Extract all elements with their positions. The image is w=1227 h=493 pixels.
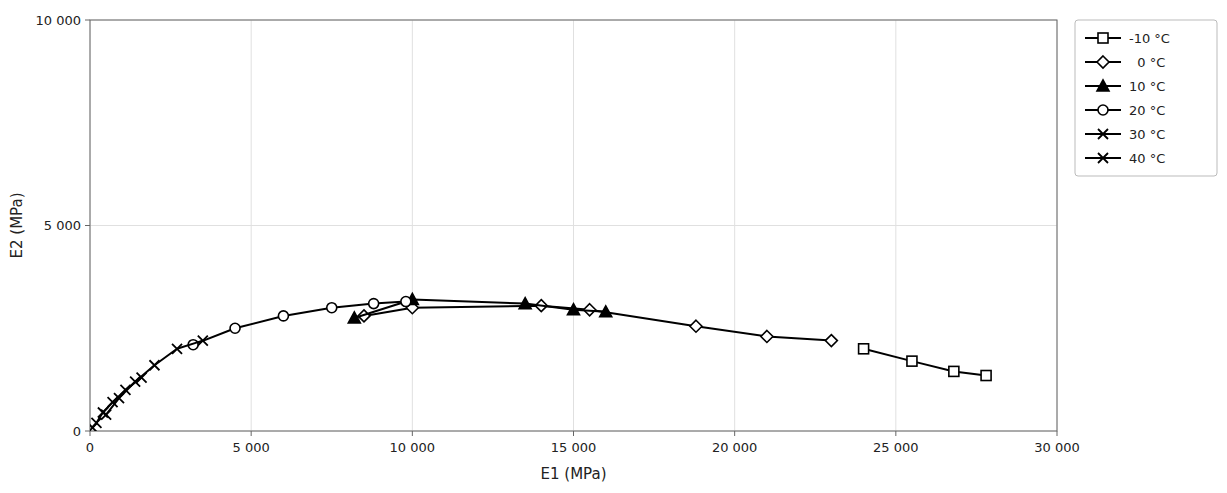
legend-label: 40 °C — [1129, 151, 1165, 166]
x-tick — [412, 431, 413, 436]
y-tick-label: 5 000 — [44, 218, 81, 233]
series-group — [90, 293, 991, 431]
grid — [90, 20, 1057, 431]
data-point — [327, 303, 337, 313]
data-point — [907, 356, 917, 366]
x-tick — [1057, 431, 1058, 436]
series — [859, 344, 991, 381]
legend-label: 30 °C — [1129, 127, 1165, 142]
x-tick — [573, 431, 574, 436]
x-tick-label: 15 000 — [551, 440, 597, 455]
y-grid-line — [90, 225, 1057, 226]
x-tick — [734, 431, 735, 436]
legend-marker — [1098, 129, 1108, 139]
legend-marker — [1097, 80, 1109, 91]
series — [90, 373, 147, 431]
data-point — [120, 385, 130, 395]
data-point — [230, 323, 240, 333]
data-point — [859, 344, 869, 354]
plot-area — [90, 20, 1057, 431]
chart: 0 5 000 10 000 15 000 20 000 25 000 30 000 0 5 0… — [0, 0, 1227, 493]
data-point — [172, 344, 182, 354]
x-tick-label: 5 000 — [233, 440, 270, 455]
data-point — [761, 330, 773, 342]
series — [348, 293, 611, 322]
legend-marker — [1097, 56, 1109, 68]
series-line — [864, 349, 986, 376]
y-tick-label: 10 000 — [36, 13, 82, 28]
data-point — [690, 320, 702, 332]
data-point — [149, 360, 159, 370]
data-point — [949, 366, 959, 376]
legend-box — [1075, 20, 1217, 176]
series — [358, 300, 837, 347]
data-point — [278, 311, 288, 321]
data-point — [568, 304, 580, 315]
data-point — [369, 299, 379, 309]
data-point — [108, 397, 118, 407]
data-point — [198, 336, 208, 346]
data-point — [348, 312, 360, 323]
data-point — [137, 373, 147, 383]
legend-marker — [1098, 105, 1108, 115]
data-point — [91, 418, 101, 428]
y-tick — [85, 431, 90, 432]
data-point — [600, 306, 612, 317]
y-tick — [85, 20, 90, 21]
x-tick — [90, 431, 91, 436]
axes: 0 5 000 10 000 15 000 20 000 25 000 30 000 0 5 0… — [36, 13, 1080, 456]
legend-marker — [1098, 153, 1108, 163]
data-point — [981, 371, 991, 381]
legend-label: -10 °C — [1129, 31, 1170, 46]
data-point — [98, 408, 108, 418]
series — [188, 297, 411, 350]
legend: -10 °C 0 °C 10 °C 20 °C 30 °C 40 °C — [1075, 20, 1217, 176]
series-line — [106, 341, 203, 415]
x-tick-label: 30 000 — [1034, 440, 1080, 455]
y-axis-label: E2 (MPa) — [8, 193, 26, 259]
series — [101, 336, 208, 420]
data-point — [519, 298, 531, 309]
x-tick-label: 10 000 — [390, 440, 436, 455]
legend-label: 20 °C — [1129, 103, 1165, 118]
x-tick-label: 0 — [86, 440, 94, 455]
x-tick-label: 25 000 — [873, 440, 919, 455]
data-point — [401, 297, 411, 307]
plot-frame — [90, 20, 1057, 431]
y-tick-label: 0 — [73, 424, 81, 439]
x-tick — [251, 431, 252, 436]
x-axis-label: E1 (MPa) — [541, 465, 607, 483]
x-tick — [895, 431, 896, 436]
legend-label: 10 °C — [1129, 79, 1165, 94]
x-tick-label: 20 000 — [712, 440, 758, 455]
legend-marker — [1098, 33, 1108, 43]
legend-label: 0 °C — [1129, 55, 1165, 70]
y-tick — [85, 225, 90, 226]
data-point — [825, 335, 837, 347]
